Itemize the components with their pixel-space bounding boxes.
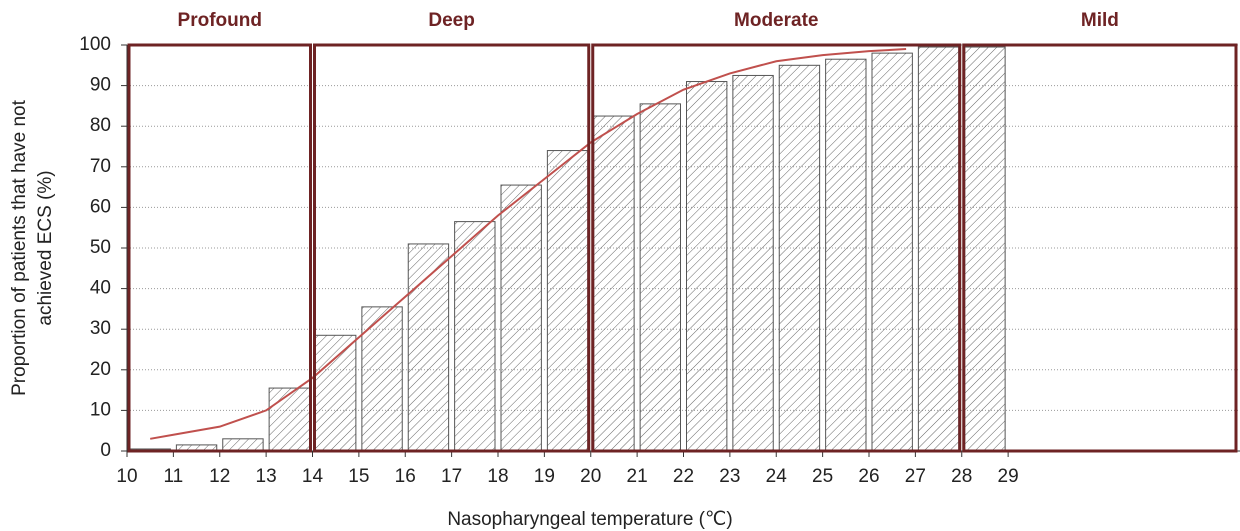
x-tick-label: 27 xyxy=(905,466,926,487)
x-tick-label: 20 xyxy=(580,466,601,487)
x-tick-label: 28 xyxy=(951,466,972,487)
bar xyxy=(222,438,264,452)
bar xyxy=(917,46,960,452)
bar xyxy=(732,74,774,452)
fit-curve xyxy=(150,48,907,440)
x-tick-label: 29 xyxy=(998,466,1019,487)
x-tick-label: 26 xyxy=(858,466,879,487)
bar xyxy=(268,387,310,452)
x-tick-label: 21 xyxy=(627,466,648,487)
x-tick-label: 16 xyxy=(395,466,416,487)
x-tick-label: 17 xyxy=(441,466,462,487)
region-label: Mild xyxy=(1081,10,1119,31)
y-tick-label: 30 xyxy=(90,318,111,339)
bar xyxy=(454,221,496,452)
y-tick-label: 60 xyxy=(90,196,111,217)
bar xyxy=(825,58,867,452)
bar xyxy=(778,64,821,452)
y-tick-label: 70 xyxy=(90,156,111,177)
bar xyxy=(871,52,913,452)
y-tick-label: 0 xyxy=(100,440,111,461)
bar xyxy=(407,243,450,452)
x-tick-label: 13 xyxy=(256,466,277,487)
region-label: Profound xyxy=(178,10,262,31)
bar xyxy=(964,46,1006,452)
bar xyxy=(361,306,403,452)
bar xyxy=(593,115,635,452)
bar xyxy=(500,184,542,452)
x-tick-label: 22 xyxy=(673,466,694,487)
bar xyxy=(639,103,681,452)
x-tick-label: 14 xyxy=(302,466,324,487)
region-box xyxy=(591,43,962,453)
y-axis-label: achieved ECS (%) xyxy=(35,170,56,325)
bar xyxy=(686,81,728,452)
x-axis-label: Nasopharyngeal temperature (℃) xyxy=(447,509,732,530)
bar xyxy=(315,334,357,452)
region-label: Deep xyxy=(428,10,474,31)
x-tick-label: 19 xyxy=(534,466,555,487)
region-box xyxy=(313,43,591,453)
x-tick-label: 10 xyxy=(116,466,137,487)
x-tick-label: 12 xyxy=(209,466,230,487)
y-tick-label: 80 xyxy=(90,115,111,136)
y-tick-label: 50 xyxy=(90,237,111,258)
y-tick-label: 10 xyxy=(90,399,111,420)
region-box xyxy=(127,43,312,453)
y-axis-label: Proportion of patients that have not xyxy=(9,99,30,395)
x-tick-label: 25 xyxy=(812,466,833,487)
x-tick-label: 15 xyxy=(348,466,369,487)
x-tick-label: 18 xyxy=(487,466,508,487)
region-box xyxy=(962,43,1238,453)
y-tick-label: 100 xyxy=(79,34,111,55)
y-tick-label: 90 xyxy=(90,75,111,96)
y-tick-label: 20 xyxy=(90,359,111,380)
region-label: Moderate xyxy=(734,10,818,31)
x-tick-label: 24 xyxy=(766,466,788,487)
x-tick-label: 11 xyxy=(164,466,184,487)
y-tick-label: 40 xyxy=(90,278,111,299)
x-tick-label: 23 xyxy=(719,466,740,487)
bar xyxy=(546,150,589,452)
